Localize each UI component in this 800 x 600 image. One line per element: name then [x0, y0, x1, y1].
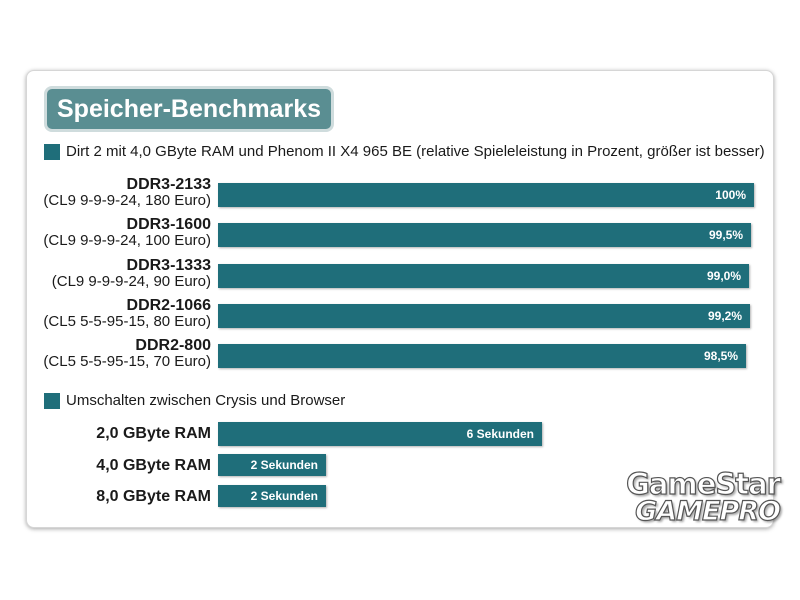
category-label: 8,0 GByte RAM: [96, 486, 211, 508]
legend-dirt2: Dirt 2 mit 4,0 GByte RAM und Phenom II X…: [44, 143, 765, 160]
legend-swatch: [44, 143, 60, 160]
bar: 99,2%: [218, 304, 750, 328]
chart-card: [26, 70, 774, 528]
category-details: (CL5 5-5-95-15, 80 Euro): [43, 313, 211, 330]
category-name: 2,0 GByte RAM: [96, 425, 211, 442]
category-label: DDR2-1066 (CL5 5-5-95-15, 80 Euro): [43, 297, 211, 330]
category-details: (CL9 9-9-9-24, 90 Euro): [51, 273, 211, 290]
gamestar-gamepro-logo: GameStar GAMEPRO: [608, 467, 782, 527]
bar-value-label: 99,2%: [707, 309, 742, 323]
bar: 100%: [218, 183, 754, 207]
category-name: DDR2-800: [135, 337, 211, 354]
bar: 99,5%: [218, 223, 751, 247]
bar-value-label: 2 Sekunden: [250, 489, 318, 503]
category-label: 2,0 GByte RAM: [96, 423, 211, 445]
chart-title: Speicher-Benchmarks: [44, 86, 335, 132]
category-name: DDR3-2133: [126, 176, 211, 193]
bar-value-label: 99,5%: [708, 228, 743, 242]
category-details: (CL5 5-5-95-15, 70 Euro): [43, 353, 211, 370]
category-name: DDR3-1600: [126, 216, 211, 233]
bar-value-label: 6 Sekunden: [466, 427, 534, 441]
bar: 2 Sekunden: [218, 454, 326, 476]
category-label: 4,0 GByte RAM: [96, 455, 211, 477]
category-name: DDR3-1333: [126, 257, 211, 274]
category-details: (CL9 9-9-9-24, 180 Euro): [43, 192, 211, 209]
category-label: DDR2-800 (CL5 5-5-95-15, 70 Euro): [43, 337, 211, 370]
bar: 98,5%: [218, 344, 746, 368]
logo-line-2: GAMEPRO: [634, 496, 781, 527]
bar: 2 Sekunden: [218, 485, 326, 507]
bar-value-label: 100%: [715, 188, 746, 202]
category-details: (CL9 9-9-9-24, 100 Euro): [43, 232, 211, 249]
bar-value-label: 99,0%: [706, 269, 741, 283]
bar-value-label: 2 Sekunden: [250, 458, 318, 472]
legend-switching: Umschalten zwischen Crysis und Browser: [44, 392, 345, 409]
legend-label: Umschalten zwischen Crysis und Browser: [66, 392, 346, 409]
category-label: DDR3-1333 (CL9 9-9-9-24, 90 Euro): [52, 257, 211, 290]
category-name: 4,0 GByte RAM: [96, 457, 211, 474]
bar-value-label: 98,5%: [703, 349, 738, 363]
category-label: DDR3-1600 (CL9 9-9-9-24, 100 Euro): [43, 216, 211, 249]
legend-label: Dirt 2 mit 4,0 GByte RAM und Phenom II X…: [66, 143, 765, 160]
category-name: 8,0 GByte RAM: [96, 488, 211, 505]
bar: 99,0%: [218, 264, 749, 288]
legend-swatch: [44, 392, 60, 409]
logo-line-1: GameStar: [626, 467, 782, 501]
bar: 6 Sekunden: [218, 422, 542, 446]
category-name: DDR2-1066: [126, 297, 211, 314]
category-label: DDR3-2133 (CL9 9-9-9-24, 180 Euro): [43, 176, 211, 209]
